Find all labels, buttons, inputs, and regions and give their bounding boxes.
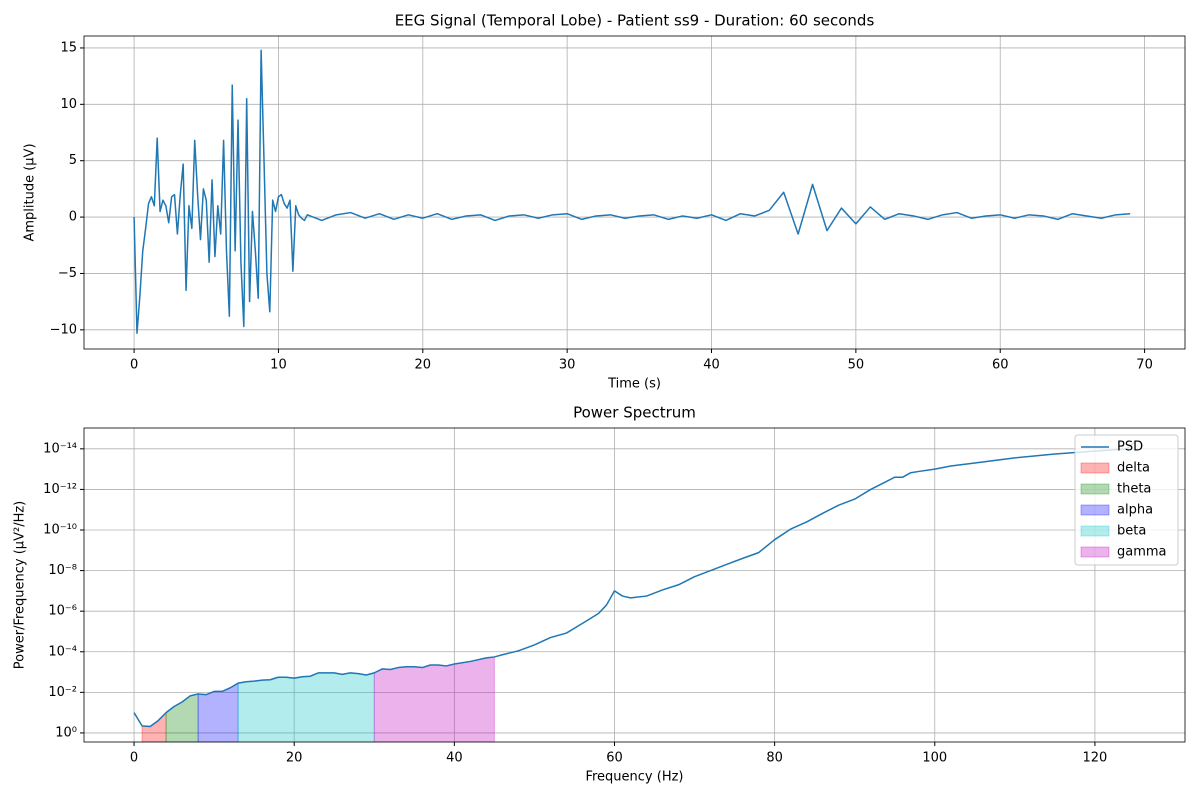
- y-tick-label: −5: [58, 266, 77, 281]
- y-tick-label: 10⁰: [55, 725, 77, 740]
- legend-label: gamma: [1117, 545, 1167, 560]
- y-tick-label: 10⁻¹⁰: [43, 523, 77, 538]
- legend-swatch: [1080, 483, 1110, 495]
- y-axis-label: Amplitude (µV): [23, 143, 38, 241]
- series-line: [133, 441, 1136, 728]
- y-tick-label: 10⁻⁴: [48, 644, 77, 659]
- legend-swatch: [1080, 546, 1110, 558]
- legend-label: theta: [1117, 482, 1151, 497]
- x-tick-label: 100: [922, 751, 947, 766]
- x-axis-label: Time (s): [607, 377, 661, 392]
- legend-swatch: [1080, 525, 1110, 537]
- legend-label: delta: [1117, 461, 1150, 476]
- x-tick-label: 30: [559, 358, 576, 373]
- legend-box: [1074, 434, 1179, 566]
- y-tick-label: 0: [69, 210, 77, 225]
- x-tick-label: 60: [992, 358, 1009, 373]
- x-tick-label: 20: [286, 751, 303, 766]
- y-tick-label: 10⁻⁶: [48, 604, 77, 619]
- y-tick-label: 10⁻¹²: [43, 482, 77, 497]
- x-axis-label: Frequency (Hz): [585, 770, 683, 785]
- axes-frame: [83, 35, 1186, 350]
- legend-swatch: [1080, 462, 1110, 474]
- legend-swatch: [1080, 504, 1110, 516]
- band-fill: [237, 672, 375, 743]
- x-tick-label: 50: [848, 358, 865, 373]
- x-tick-label: 120: [1083, 751, 1108, 766]
- x-tick-label: 60: [606, 751, 623, 766]
- y-tick-label: 10⁻¹⁴: [43, 441, 77, 456]
- x-tick-label: 0: [130, 358, 138, 373]
- legend-label: alpha: [1117, 503, 1153, 518]
- x-tick-label: 80: [766, 751, 783, 766]
- x-tick-label: 0: [130, 751, 138, 766]
- y-tick-label: 5: [69, 153, 77, 168]
- y-tick-label: 10: [60, 97, 77, 112]
- y-tick-label: 10⁻²: [48, 685, 77, 700]
- x-tick-label: 40: [446, 751, 463, 766]
- x-tick-label: 20: [415, 358, 432, 373]
- legend-label: beta: [1117, 524, 1146, 539]
- y-tick-label: −10: [50, 322, 77, 337]
- axes-frame: [83, 427, 1186, 743]
- x-tick-label: 70: [1136, 358, 1153, 373]
- series-line: [133, 49, 1131, 334]
- legend-label: PSD: [1117, 440, 1143, 455]
- legend: PSD delta theta alpha beta gamma: [1074, 434, 1179, 566]
- chart-title: Power Spectrum: [573, 404, 696, 422]
- chart-title: EEG Signal (Temporal Lobe) - Patient ss9…: [395, 12, 875, 30]
- y-tick-label: 10⁻⁸: [48, 563, 77, 578]
- y-axis-label: Power/Frequency (µV²/Hz): [13, 501, 28, 669]
- y-tick-label: 15: [60, 40, 77, 55]
- x-tick-label: 10: [270, 358, 287, 373]
- x-tick-label: 40: [703, 358, 720, 373]
